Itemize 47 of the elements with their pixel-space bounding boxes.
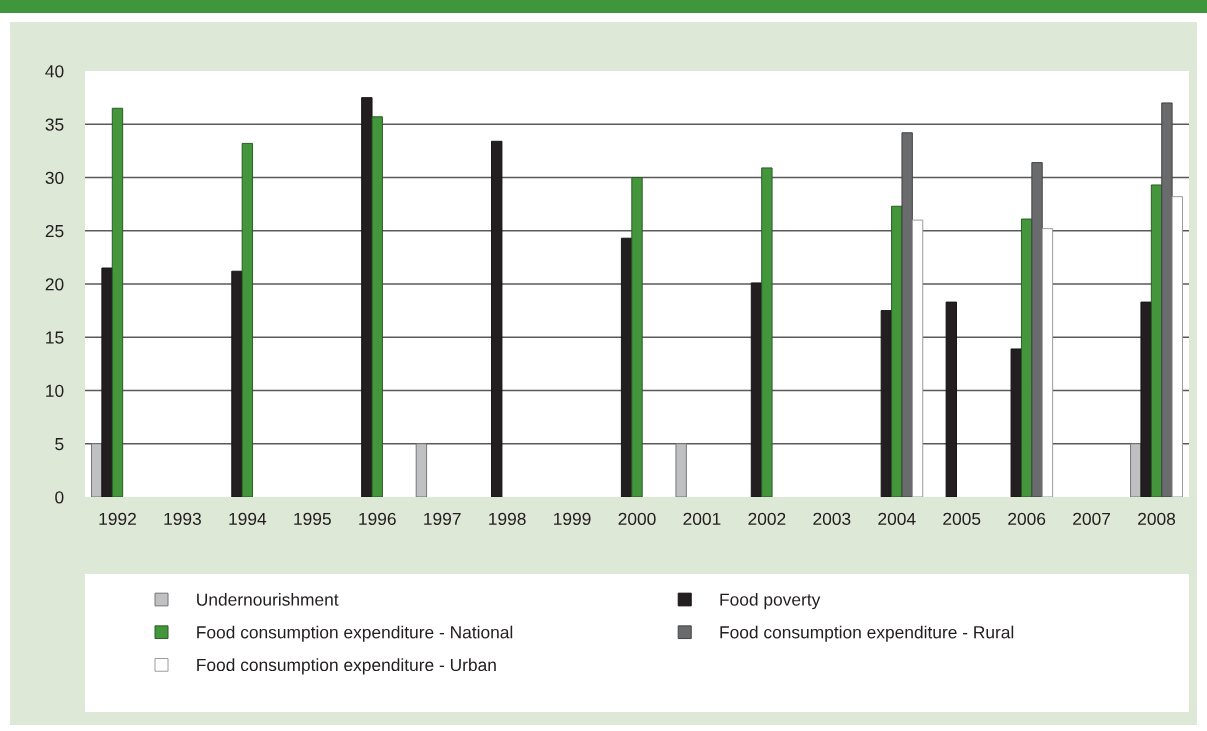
bar [1031, 162, 1043, 497]
legend-label: Food consumption expenditure - Rural [720, 625, 1014, 642]
y-tick-label: 35 [45, 118, 64, 131]
y-tick-label: 40 [45, 65, 64, 78]
bar [231, 270, 243, 497]
bar [631, 177, 643, 497]
y-tick-label: 20 [45, 278, 64, 291]
legend-label: Food consumption expenditure - National [197, 625, 513, 642]
legend-label: Food poverty [720, 593, 821, 610]
x-tick-label: 1994 [229, 512, 267, 526]
bar [1010, 348, 1022, 497]
bar [241, 142, 254, 497]
legend-label: Food consumption expenditure - Urban [197, 658, 496, 675]
bar [761, 167, 773, 497]
bar [945, 301, 957, 497]
legend-label: Undernourishment [197, 593, 339, 606]
y-tick-label: 30 [45, 171, 64, 184]
y-tick-label: 5 [55, 438, 64, 451]
x-tick-label: 1998 [489, 512, 526, 526]
bar [675, 443, 687, 497]
bar [371, 116, 383, 497]
x-tick-label: 1992 [99, 512, 136, 526]
x-tick-label: 2008 [1138, 512, 1176, 526]
x-tick-label: 1996 [359, 512, 396, 526]
y-tick-label: 25 [45, 224, 64, 238]
y-tick-label: 15 [46, 331, 64, 344]
x-tick-label: 2002 [748, 512, 786, 526]
bar [101, 267, 113, 497]
x-tick-label: 1993 [164, 512, 201, 526]
bar [1140, 301, 1152, 497]
y-tick-label: 10 [46, 384, 64, 397]
x-tick-label: 1997 [424, 512, 461, 526]
bar [111, 107, 124, 497]
x-tick-label: 2001 [683, 512, 721, 526]
bar [415, 443, 428, 497]
x-tick-label: 2006 [1008, 512, 1046, 526]
x-tick-label: 2000 [618, 512, 656, 526]
x-tick-label: 1999 [554, 512, 591, 526]
y-tick-label: 0 [55, 491, 64, 504]
bar [491, 140, 503, 497]
x-tick-label: 2004 [878, 512, 916, 526]
x-tick-label: 1995 [294, 512, 331, 526]
x-tick-label: 2003 [813, 512, 851, 526]
bar [1161, 102, 1173, 497]
x-tick-label: 2005 [943, 512, 981, 526]
bar [901, 132, 913, 497]
x-tick-label: 2007 [1073, 512, 1111, 526]
